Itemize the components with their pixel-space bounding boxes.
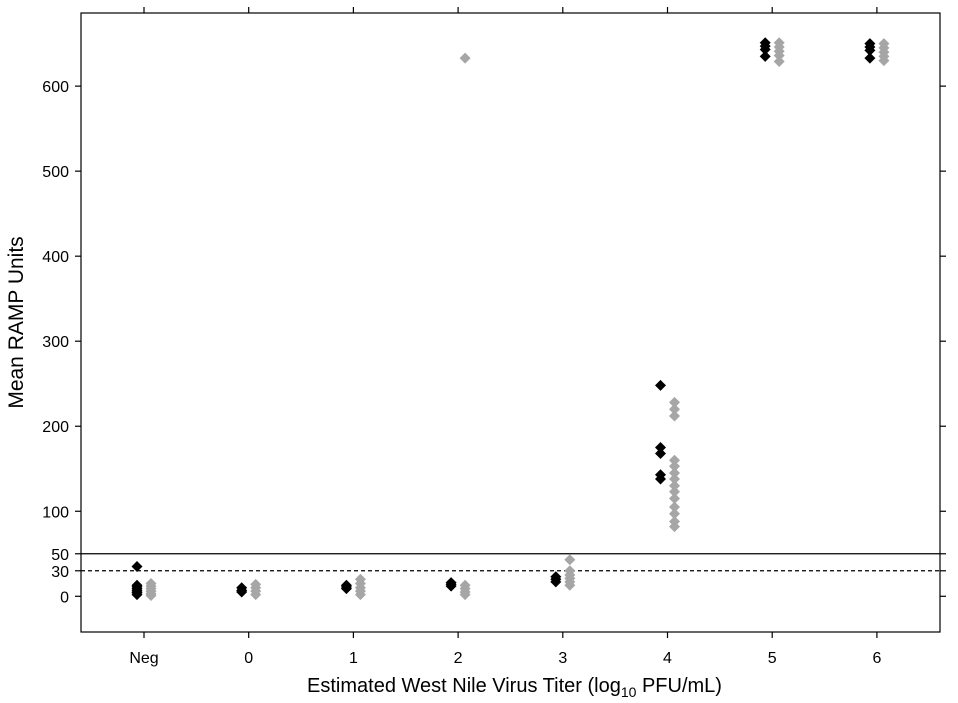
gray-series-point bbox=[459, 589, 471, 601]
axis-ticks bbox=[75, 7, 946, 638]
gray-series-point bbox=[669, 396, 680, 408]
black-series-point bbox=[655, 447, 666, 459]
y-tick-label: 30 bbox=[51, 564, 69, 581]
gray-series-point bbox=[669, 410, 680, 422]
black-series-point bbox=[131, 589, 143, 601]
gray-series-point bbox=[669, 403, 680, 415]
x-tick-label: Neg bbox=[129, 650, 158, 667]
y-tick-label: 200 bbox=[42, 419, 69, 436]
gray-series-point bbox=[669, 467, 680, 479]
gray-series-point bbox=[669, 460, 680, 472]
gray-series-point bbox=[669, 521, 680, 533]
x-axis-label-subscript: 10 bbox=[621, 684, 637, 700]
x-tick-label: 3 bbox=[558, 650, 567, 667]
x-axis-label-tail: PFU/mL) bbox=[636, 675, 722, 697]
y-axis-label: Mean RAMP Units bbox=[5, 236, 28, 408]
x-tick-labels: Neg 0 1 2 3 4 5 6 bbox=[129, 650, 881, 667]
gray-series-point bbox=[669, 493, 680, 505]
gray-series-point bbox=[250, 589, 262, 601]
black-series-point bbox=[864, 44, 876, 56]
gray-series-point bbox=[669, 480, 680, 492]
x-tick-label: 2 bbox=[454, 650, 463, 667]
black-series-point bbox=[655, 441, 666, 453]
gray-series-point bbox=[669, 473, 680, 485]
gray-series-point bbox=[773, 55, 785, 67]
black-series-point bbox=[864, 52, 876, 64]
gray-series-point bbox=[354, 589, 366, 601]
reference-lines bbox=[81, 553, 940, 572]
data-points bbox=[131, 37, 890, 601]
gray-series-point bbox=[564, 579, 576, 591]
y-tick-label: 600 bbox=[42, 79, 69, 96]
black-series-point bbox=[655, 379, 666, 391]
gray-series-point bbox=[459, 52, 471, 64]
y-tick-label: 100 bbox=[42, 504, 69, 521]
gray-series-point bbox=[145, 589, 157, 601]
gray-series-point bbox=[773, 50, 785, 62]
y-tick-label: 0 bbox=[60, 589, 69, 606]
x-tick-label: 1 bbox=[349, 650, 358, 667]
x-tick-label: 5 bbox=[768, 650, 777, 667]
black-series-point bbox=[655, 473, 666, 485]
gray-series-point bbox=[669, 454, 680, 466]
x-tick-label: 4 bbox=[663, 650, 672, 667]
black-series-point bbox=[759, 44, 771, 56]
gray-series-point bbox=[669, 508, 680, 520]
black-series-point bbox=[445, 580, 457, 592]
gray-series-point bbox=[669, 486, 680, 498]
black-series-point bbox=[131, 561, 143, 573]
black-series-point bbox=[340, 583, 352, 595]
gray-series-point bbox=[878, 55, 890, 67]
x-axis-label: Estimated West Nile Virus Titer (log10 P… bbox=[307, 675, 722, 700]
black-series-point bbox=[236, 586, 248, 598]
x-tick-label: 6 bbox=[872, 650, 881, 667]
x-axis-label-main: Estimated West Nile Virus Titer (log bbox=[307, 675, 621, 697]
black-series-point bbox=[759, 50, 771, 62]
plot-frame bbox=[80, 12, 941, 633]
x-tick-label: 0 bbox=[244, 650, 253, 667]
y-tick-label: 500 bbox=[42, 164, 69, 181]
gray-series-point bbox=[669, 501, 680, 513]
gray-series-point bbox=[564, 554, 576, 566]
y-tick-label: 300 bbox=[42, 334, 69, 351]
y-tick-label: 400 bbox=[42, 249, 69, 266]
y-tick-label: 50 bbox=[51, 547, 69, 564]
black-series-point bbox=[550, 576, 562, 588]
